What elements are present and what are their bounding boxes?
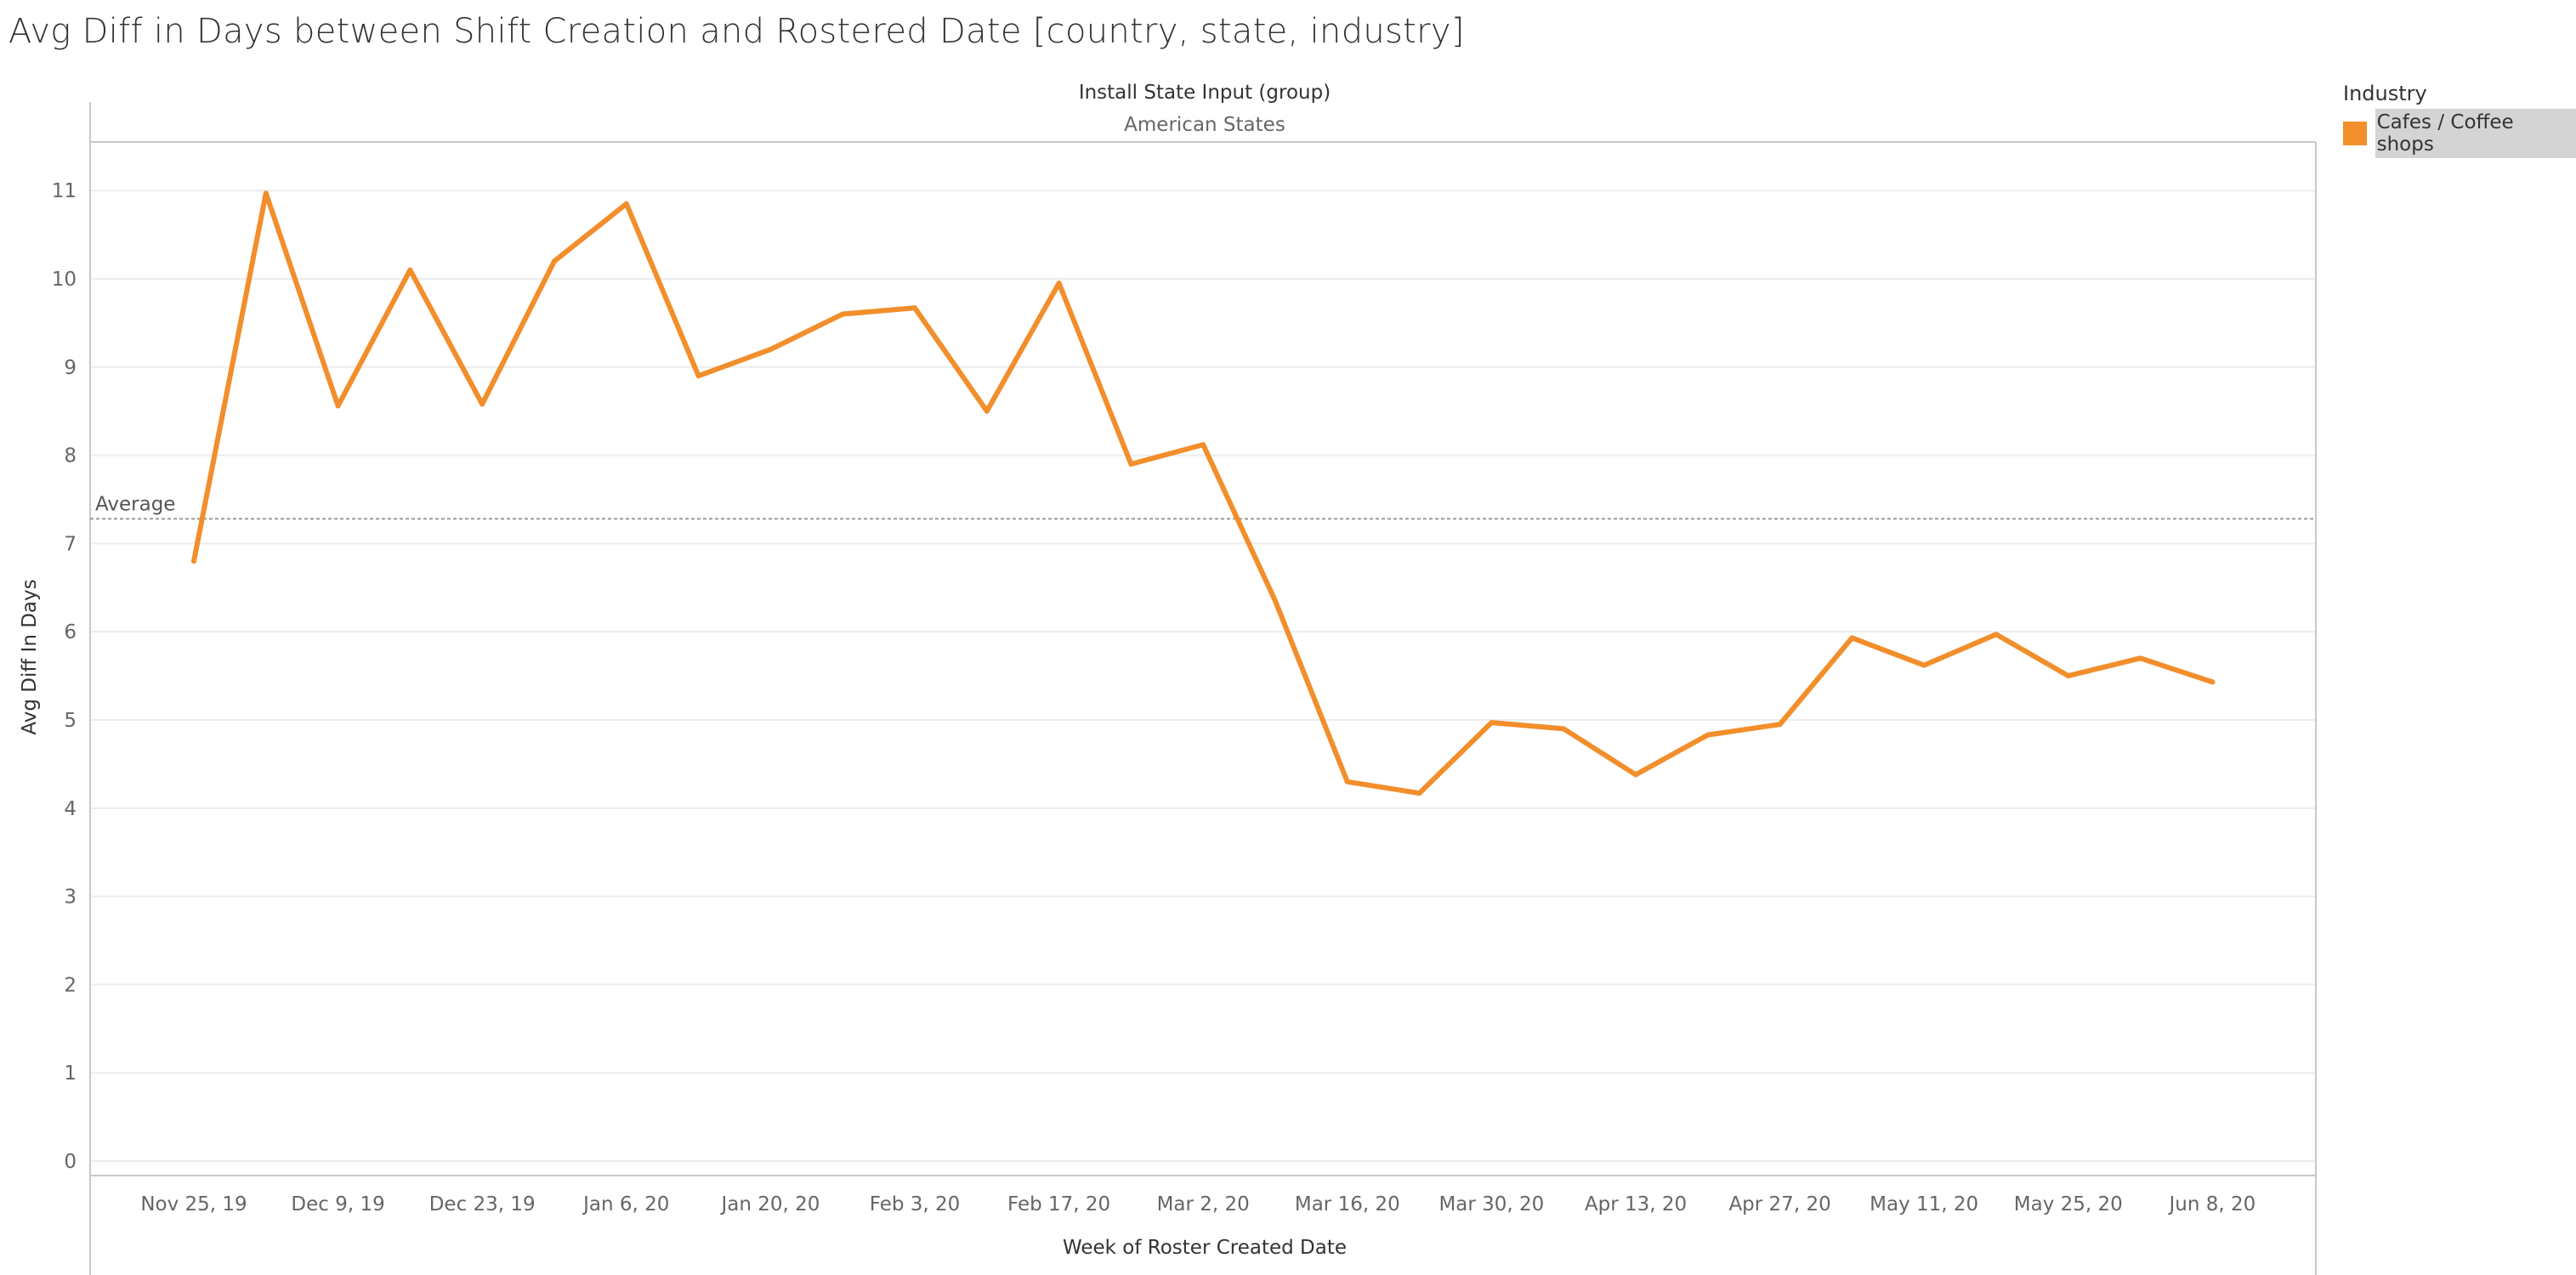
y-ticks: 0 1 2 3 4 5 6 7 8 9 10 11 — [52, 180, 77, 1173]
data-point[interactable] — [984, 408, 990, 414]
x-tick-label: Apr 27, 20 — [1728, 1193, 1830, 1216]
data-point[interactable] — [1273, 598, 1278, 604]
series-points — [191, 190, 2216, 796]
data-point[interactable] — [1489, 720, 1495, 726]
data-point[interactable] — [840, 311, 846, 317]
x-tick-label: Feb 3, 20 — [870, 1193, 961, 1216]
y-tick-label: 2 — [64, 974, 77, 996]
y-tick-label: 3 — [64, 887, 77, 909]
x-tick-label: Jan 20, 20 — [719, 1193, 820, 1216]
data-point[interactable] — [1921, 662, 1927, 668]
data-point[interactable] — [1200, 442, 1206, 448]
series-line-cafes — [191, 190, 2216, 796]
data-point[interactable] — [1561, 726, 1567, 732]
data-point[interactable] — [1344, 779, 1350, 785]
data-point[interactable] — [623, 201, 629, 207]
data-point[interactable] — [1777, 722, 1783, 728]
data-point[interactable] — [2065, 673, 2071, 679]
data-point[interactable] — [335, 403, 341, 409]
y-axis-title: Avg Diff In Days — [19, 579, 41, 734]
data-point[interactable] — [912, 305, 917, 311]
data-point[interactable] — [1994, 632, 1999, 638]
y-tick-label: 9 — [64, 357, 77, 379]
data-point[interactable] — [695, 373, 701, 379]
data-point[interactable] — [768, 347, 774, 353]
gridlines — [90, 190, 2316, 1162]
y-tick-label: 4 — [64, 798, 77, 820]
panel-label: American States — [1124, 114, 1285, 136]
chart-title: Avg Diff in Days between Shift Creation … — [9, 12, 1465, 51]
data-point[interactable] — [1416, 790, 1422, 796]
data-point[interactable] — [1633, 772, 1638, 778]
data-point[interactable] — [1705, 732, 1711, 738]
panel-header: Install State Input (group) — [1079, 82, 1331, 104]
legend-label: Cafes / Coffee shops — [2375, 109, 2576, 158]
x-tick-label: May 11, 20 — [1870, 1193, 1978, 1216]
legend-swatch — [2343, 122, 2367, 145]
data-point[interactable] — [2137, 655, 2143, 661]
x-tick-label: Feb 17, 20 — [1007, 1193, 1110, 1216]
y-tick-label: 11 — [52, 180, 77, 202]
x-tick-label: Mar 2, 20 — [1157, 1193, 1250, 1216]
y-tick-label: 7 — [64, 533, 77, 555]
y-tick-label: 1 — [64, 1062, 77, 1085]
y-tick-label: 8 — [64, 445, 77, 468]
data-point[interactable] — [552, 258, 557, 264]
y-tick-label: 0 — [64, 1151, 77, 1173]
data-point[interactable] — [479, 401, 485, 407]
data-point[interactable] — [191, 558, 196, 564]
x-tick-label: Nov 25, 19 — [140, 1193, 247, 1216]
x-tick-label: Apr 13, 20 — [1585, 1193, 1687, 1216]
data-point[interactable] — [1849, 635, 1855, 641]
y-tick-label: 6 — [64, 621, 77, 643]
x-tick-label: Mar 16, 20 — [1295, 1193, 1400, 1216]
x-tick-label: Jan 6, 20 — [582, 1193, 669, 1216]
x-tick-label: Mar 30, 20 — [1438, 1193, 1544, 1216]
data-point[interactable] — [1128, 461, 1134, 467]
x-ticks: Nov 25, 19 Dec 9, 19 Dec 23, 19 Jan 6, 20 Ja… — [140, 1193, 2255, 1216]
x-tick-label: Jun 8, 20 — [2168, 1193, 2256, 1216]
legend-title: Industry — [2343, 82, 2427, 105]
x-axis-title: Week of Roster Created Date — [1063, 1237, 1347, 1259]
data-point[interactable] — [263, 190, 269, 196]
data-point[interactable] — [407, 267, 413, 273]
legend-item-cafes[interactable]: Cafes / Coffee shops — [2343, 109, 2576, 158]
x-tick-label: Dec 9, 19 — [291, 1193, 384, 1216]
x-tick-label: May 25, 20 — [2014, 1193, 2123, 1216]
y-tick-label: 10 — [52, 269, 77, 291]
y-tick-label: 5 — [64, 710, 77, 732]
x-tick-label: Dec 23, 19 — [429, 1193, 536, 1216]
data-point[interactable] — [2210, 679, 2216, 685]
data-point[interactable] — [1056, 280, 1062, 286]
average-label: Average — [95, 493, 175, 515]
